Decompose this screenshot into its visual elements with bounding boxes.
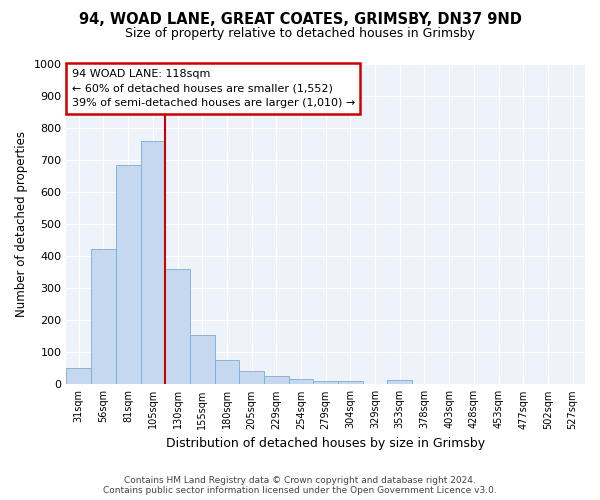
Text: 94 WOAD LANE: 118sqm
← 60% of detached houses are smaller (1,552)
39% of semi-de: 94 WOAD LANE: 118sqm ← 60% of detached h… <box>71 69 355 108</box>
Bar <box>289 378 313 384</box>
Bar <box>116 165 140 384</box>
Y-axis label: Number of detached properties: Number of detached properties <box>15 131 28 317</box>
Bar <box>67 368 91 384</box>
Bar <box>313 381 338 384</box>
Bar <box>264 376 289 384</box>
Text: 94, WOAD LANE, GREAT COATES, GRIMSBY, DN37 9ND: 94, WOAD LANE, GREAT COATES, GRIMSBY, DN… <box>79 12 521 28</box>
Bar <box>338 381 363 384</box>
Bar <box>239 372 264 384</box>
X-axis label: Distribution of detached houses by size in Grimsby: Distribution of detached houses by size … <box>166 437 485 450</box>
Bar <box>215 360 239 384</box>
Bar <box>190 336 215 384</box>
Bar <box>91 249 116 384</box>
Text: Size of property relative to detached houses in Grimsby: Size of property relative to detached ho… <box>125 28 475 40</box>
Bar <box>388 380 412 384</box>
Text: Contains HM Land Registry data © Crown copyright and database right 2024.
Contai: Contains HM Land Registry data © Crown c… <box>103 476 497 495</box>
Bar <box>140 141 165 384</box>
Bar <box>165 269 190 384</box>
